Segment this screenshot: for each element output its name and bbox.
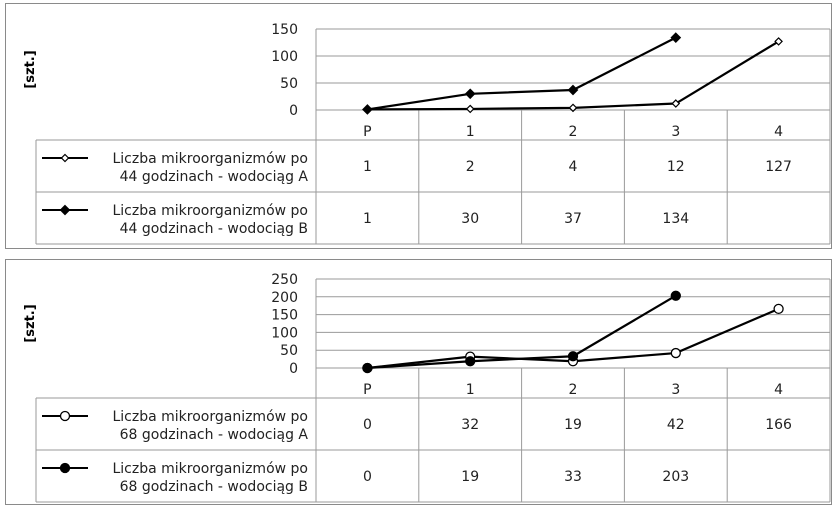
table-cell-value: 166 <box>765 417 792 433</box>
data-point <box>670 347 681 359</box>
data-point <box>670 290 681 301</box>
table-cell-value: 203 <box>662 469 689 485</box>
table-cell-value: 1 <box>363 159 372 175</box>
y-tick-label: 100 <box>271 49 298 65</box>
table-cell-value: 33 <box>564 469 582 485</box>
table-cell-value: 127 <box>765 159 792 175</box>
legend-key-marker <box>59 204 71 216</box>
y-tick-label: 0 <box>289 361 298 377</box>
data-point <box>465 356 476 367</box>
y-tick-label: 150 <box>271 22 298 38</box>
y-tick-label: 100 <box>271 325 298 341</box>
x-category-label: 2 <box>569 382 578 398</box>
data-point <box>567 351 579 362</box>
data-point <box>773 303 784 315</box>
x-category-label: P <box>363 382 371 398</box>
table-cell-value: 4 <box>569 159 578 175</box>
legend-name-line1: Liczba mikroorganizmów po <box>112 151 308 167</box>
legend-name-line2: 44 godzinach - wodociąg A <box>120 169 309 185</box>
y-axis-title: [szt.] <box>23 50 38 88</box>
x-category-label: P <box>363 124 371 140</box>
table-cell-value: 19 <box>461 469 479 485</box>
y-tick-label: 50 <box>280 343 298 359</box>
data-point <box>670 32 682 43</box>
x-category-label: 4 <box>774 124 783 140</box>
x-category-label: 3 <box>671 124 680 140</box>
y-tick-label: 200 <box>271 290 298 306</box>
chart-panel-44h: 0 50 100 150 [szt.] P 1 2 3 4 Liczba mikroorganizm… <box>5 3 832 249</box>
series-line <box>367 36 677 111</box>
x-category-label: 1 <box>466 382 475 398</box>
y-tick-label: 250 <box>271 272 298 288</box>
y-tick-label: 150 <box>271 308 298 324</box>
data-point <box>568 103 578 113</box>
x-category-label: 2 <box>569 124 578 140</box>
table-cell-value: 2 <box>466 159 475 175</box>
legend-name-line2: 44 godzinach - wodociąg B <box>120 221 308 237</box>
table-cell-value: 1 <box>363 211 372 227</box>
table-cell-value: 37 <box>564 211 582 227</box>
series-2 <box>362 290 681 374</box>
data-point <box>671 99 681 108</box>
x-category-label: 3 <box>671 382 680 398</box>
table-cell-value: 42 <box>667 417 685 433</box>
y-tick-label: 0 <box>289 103 298 119</box>
legend-name-line1: Liczba mikroorganizmów po <box>112 203 308 219</box>
legend-key-marker <box>60 153 70 163</box>
series-line <box>367 294 677 370</box>
data-point <box>567 84 579 96</box>
legend-name-line2: 68 godzinach - wodociąg B <box>120 479 308 495</box>
table-cell-value: 0 <box>363 417 372 433</box>
chart-panel-68h: 0 50 100 150 200 250 [szt.] P 1 2 3 4 Liczba mikroor… <box>5 259 832 505</box>
data-point <box>362 362 373 374</box>
data-point <box>464 88 476 100</box>
series-1 <box>363 37 783 114</box>
y-tick-label: 50 <box>280 76 298 92</box>
table-cell-value: 32 <box>461 417 479 433</box>
table-cell-value: 12 <box>667 159 685 175</box>
table-cell-value: 134 <box>662 211 689 227</box>
data-point <box>362 104 373 115</box>
legend-key-marker <box>59 462 71 474</box>
x-category-label: 4 <box>774 382 783 398</box>
legend-name-line1: Liczba mikroorganizmów po <box>112 461 308 477</box>
x-category-label: 1 <box>466 124 475 140</box>
table-cell-value: 0 <box>363 469 372 485</box>
legend-key-marker <box>59 410 71 422</box>
legend-name-line2: 68 godzinach - wodociąg A <box>120 427 309 443</box>
y-axis-title: [szt.] <box>23 304 38 342</box>
table-cell-value: 19 <box>564 417 582 433</box>
data-point <box>774 37 783 46</box>
legend-name-line1: Liczba mikroorganizmów po <box>112 409 308 425</box>
table-cell-value: 30 <box>461 211 479 227</box>
series-2 <box>362 32 682 115</box>
data-point <box>465 104 475 114</box>
